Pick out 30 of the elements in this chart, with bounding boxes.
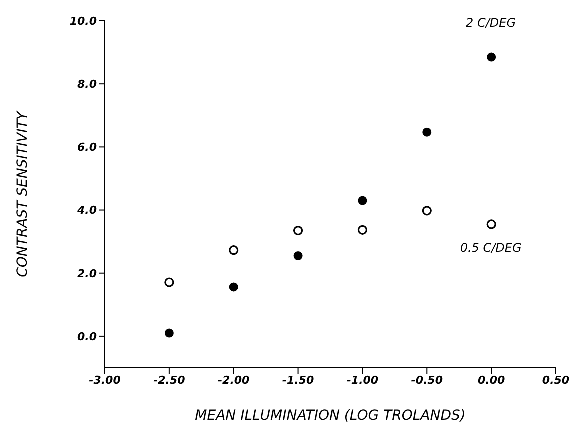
series-label: 0.5 C/DEG [460, 240, 522, 255]
point [229, 246, 239, 256]
point [293, 226, 304, 236]
y-tick-label: 2.0 [78, 267, 98, 280]
x-tick-label: -3.00 [89, 374, 122, 387]
point [164, 328, 174, 338]
x-tick-label: 0.00 [478, 374, 506, 387]
x-tick-label: -2.00 [218, 374, 250, 387]
y-tick-label: 0.0 [78, 330, 98, 344]
point [358, 225, 368, 235]
x-tick-label: -0.50 [411, 374, 444, 387]
point [358, 196, 368, 206]
y-tick-label: 10.0 [70, 14, 98, 28]
y-tick-label: 4.0 [76, 204, 98, 218]
point [487, 52, 496, 62]
point [164, 278, 174, 288]
point [486, 220, 496, 230]
x-tick-label: 0.50 [542, 374, 570, 387]
point [422, 206, 432, 216]
y-tick-label: 8.0 [78, 78, 98, 91]
x-tick-label: -1.00 [346, 374, 379, 387]
point [422, 128, 432, 137]
y-axis-title: CONTRAST SENSITIVITY [14, 110, 31, 278]
point [294, 252, 303, 261]
x-axis-title: MEAN ILLUMINATION (LOG TROLANDS) [195, 408, 466, 424]
x-tick-label: -2.50 [154, 374, 186, 387]
text: 2 C/DEG [466, 16, 516, 30]
x-tick-label: -1.50 [282, 374, 314, 387]
y-tick-label: 6.0 [78, 141, 98, 154]
point [229, 282, 238, 292]
